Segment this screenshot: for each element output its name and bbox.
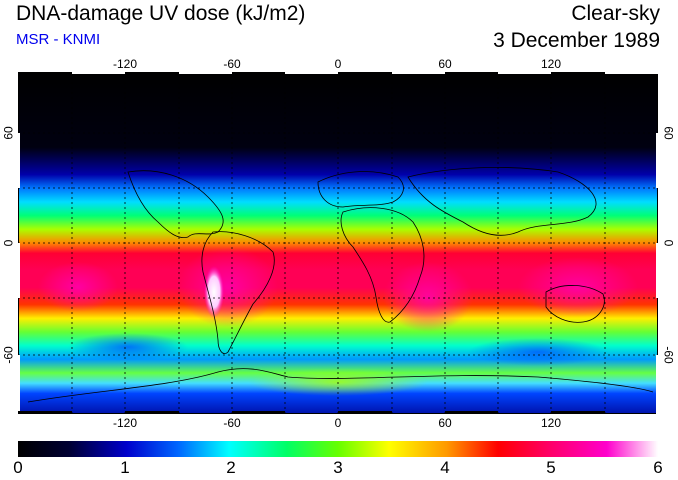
colorbar-label-5: 5 — [546, 458, 556, 477]
hotspot-pacific — [38, 262, 118, 312]
frame-bar-bottom-3 — [232, 411, 285, 414]
sky-condition-label: Clear-sky — [571, 2, 660, 25]
colorbar-label-2: 2 — [226, 458, 236, 477]
colorbar-label-1: 1 — [120, 458, 130, 477]
hotspot-south-america — [178, 247, 278, 327]
lat-tick-left-0: 0 — [1, 239, 16, 247]
frame-bar-left-2 — [18, 243, 20, 298]
lat-tick-right-0: 0 — [661, 239, 676, 247]
asia-coast — [407, 167, 597, 236]
colorbar-label-3: 3 — [333, 458, 343, 477]
lon-tick-bottom-120: 120 — [540, 416, 562, 430]
lon-tick-bottom-60: 60 — [438, 416, 452, 430]
graticule — [18, 72, 658, 414]
frame-bar-bottom-5 — [445, 411, 498, 414]
lat-tick-left-minus60: -60 — [1, 346, 16, 364]
lon-tick-top-120: 120 — [540, 57, 562, 71]
coastlines — [27, 167, 654, 403]
lat-tick-right-minus60: -60 — [661, 346, 676, 364]
lon-tick-top-0: 0 — [334, 57, 342, 71]
australia-coast — [545, 285, 605, 323]
europe-coast — [317, 171, 404, 208]
frame-bar-left-1 — [18, 133, 20, 188]
frame-bar-top-4 — [392, 72, 445, 74]
frame-bar-right-2 — [656, 243, 658, 298]
lat-tick-right-60: 60 — [661, 126, 676, 140]
frame-scale-bars-bottom — [18, 411, 605, 414]
lon-tick-bottom-minus60: -60 — [223, 416, 241, 430]
hotspot-africa — [383, 262, 473, 332]
frame-bar-bottom-6 — [551, 411, 605, 414]
color-scale-bar — [18, 441, 658, 457]
frame-bar-bottom-1 — [18, 411, 72, 414]
frame-bar-right-1 — [656, 133, 658, 188]
antarctica-coast — [27, 368, 654, 403]
frame-bar-top-3 — [285, 72, 338, 74]
lon-tick-top-60: 60 — [438, 57, 452, 71]
lon-tick-top-minus60: -60 — [223, 57, 241, 71]
lon-tick-bottom-minus120: -120 — [112, 416, 138, 430]
map-title: DNA-damage UV dose (kJ/m2) — [16, 2, 306, 25]
lon-tick-top-minus120: -120 — [112, 57, 138, 71]
frame-bar-top-2 — [179, 72, 232, 74]
hotspot-australia — [518, 257, 638, 317]
frame-bar-top-5 — [498, 72, 551, 74]
frame-bar-top-6 — [605, 72, 658, 74]
frame-scale-bars — [18, 72, 658, 414]
south-america-coast — [201, 231, 275, 355]
uv-dose-world-map — [18, 72, 658, 414]
frame-bar-bottom-2 — [125, 411, 179, 414]
colorbar-label-6: 6 — [653, 458, 663, 477]
andes-high-dose — [204, 266, 224, 318]
north-america-coast — [127, 170, 224, 239]
frame-bar-left-3 — [18, 355, 20, 414]
africa-coast — [340, 207, 425, 323]
lon-tick-bottom-0: 0 — [334, 416, 342, 430]
frame-bar-top-1 — [72, 72, 125, 74]
source-label: MSR - KNMI — [16, 31, 101, 48]
date-label: 3 December 1989 — [493, 29, 660, 52]
colorbar-label-4: 4 — [440, 458, 450, 477]
frame-bar-right-3 — [656, 355, 658, 414]
color-scale-gradient — [18, 441, 658, 457]
southern-ocean-blue-band-east — [468, 338, 608, 366]
frame-bar-bottom-4 — [338, 411, 392, 414]
colorbar-label-0: 0 — [13, 458, 23, 477]
lat-tick-left-60: 60 — [1, 126, 16, 140]
southern-ocean-blue-band — [68, 333, 188, 361]
